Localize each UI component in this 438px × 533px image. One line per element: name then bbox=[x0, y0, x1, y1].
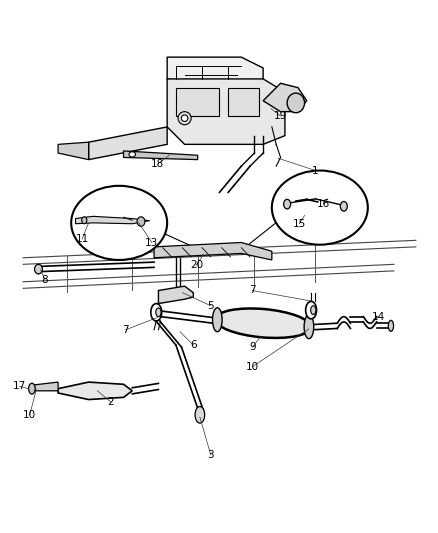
Polygon shape bbox=[32, 382, 58, 391]
Ellipse shape bbox=[178, 111, 191, 125]
Ellipse shape bbox=[155, 308, 161, 317]
Ellipse shape bbox=[137, 217, 145, 227]
Ellipse shape bbox=[286, 93, 304, 113]
Text: 18: 18 bbox=[151, 159, 164, 169]
Text: 17: 17 bbox=[13, 382, 26, 391]
Ellipse shape bbox=[283, 199, 290, 209]
Ellipse shape bbox=[271, 171, 367, 245]
Polygon shape bbox=[262, 83, 306, 111]
Ellipse shape bbox=[388, 320, 392, 332]
Polygon shape bbox=[123, 151, 197, 159]
Polygon shape bbox=[58, 142, 88, 159]
Ellipse shape bbox=[81, 217, 87, 224]
Ellipse shape bbox=[150, 304, 161, 321]
Polygon shape bbox=[154, 243, 271, 260]
Polygon shape bbox=[158, 286, 193, 304]
Text: 1: 1 bbox=[311, 166, 318, 175]
Text: 7: 7 bbox=[122, 325, 129, 335]
Text: 7: 7 bbox=[248, 286, 255, 295]
Ellipse shape bbox=[310, 306, 315, 314]
Text: 19: 19 bbox=[273, 111, 286, 121]
Text: 15: 15 bbox=[292, 219, 305, 229]
Ellipse shape bbox=[304, 314, 313, 338]
Text: 16: 16 bbox=[316, 199, 329, 209]
Text: 11: 11 bbox=[75, 234, 88, 244]
Ellipse shape bbox=[28, 383, 35, 394]
Polygon shape bbox=[58, 382, 132, 400]
Polygon shape bbox=[167, 57, 262, 85]
Text: 14: 14 bbox=[371, 312, 385, 322]
Ellipse shape bbox=[305, 301, 316, 319]
Ellipse shape bbox=[215, 309, 310, 338]
Bar bbox=[228, 87, 258, 116]
Text: 2: 2 bbox=[107, 397, 113, 407]
Polygon shape bbox=[88, 127, 167, 159]
Ellipse shape bbox=[181, 115, 187, 122]
Text: 10: 10 bbox=[23, 410, 36, 420]
Ellipse shape bbox=[35, 264, 42, 274]
Text: 5: 5 bbox=[207, 301, 214, 311]
Text: 8: 8 bbox=[42, 274, 48, 285]
Ellipse shape bbox=[71, 186, 167, 260]
Ellipse shape bbox=[212, 308, 222, 332]
Text: 13: 13 bbox=[145, 238, 158, 247]
Text: 10: 10 bbox=[245, 362, 258, 372]
Text: 3: 3 bbox=[207, 450, 214, 460]
Bar bbox=[176, 87, 219, 116]
Ellipse shape bbox=[339, 201, 346, 211]
Ellipse shape bbox=[194, 407, 204, 423]
Text: 20: 20 bbox=[189, 260, 202, 270]
Polygon shape bbox=[167, 79, 284, 144]
Ellipse shape bbox=[129, 152, 135, 157]
Polygon shape bbox=[75, 216, 149, 224]
Text: 6: 6 bbox=[190, 340, 196, 350]
Text: 9: 9 bbox=[248, 342, 255, 352]
